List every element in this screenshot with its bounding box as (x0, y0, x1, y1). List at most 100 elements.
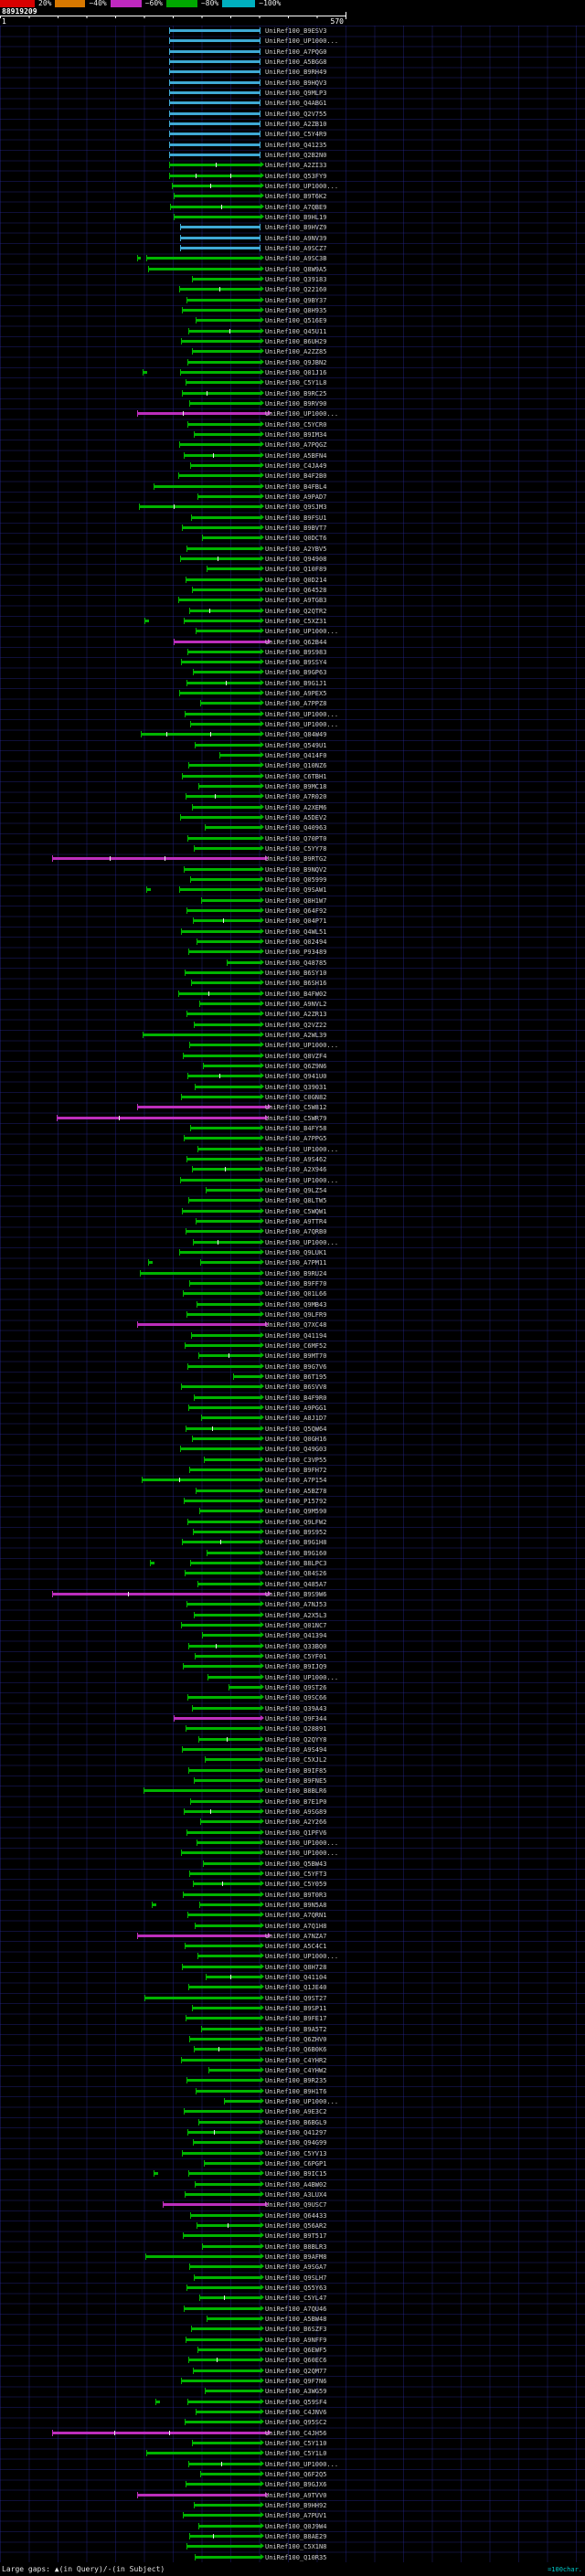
hit-bar[interactable] (183, 2234, 261, 2238)
hit-bar[interactable] (208, 2069, 261, 2072)
hit-bar[interactable] (183, 1054, 261, 1057)
hit-label[interactable]: UniRef100_Q0GH16 (265, 1435, 327, 1443)
hit-label[interactable]: UniRef100_Q04P71 (265, 917, 327, 926)
hit-label[interactable]: UniRef100_C5Y059 (265, 1881, 327, 1889)
hit-bar[interactable] (199, 1903, 261, 1906)
hit-bar[interactable] (174, 640, 268, 643)
hit-label[interactable]: UniRef100_C4JH56 (265, 2429, 327, 2437)
hit-label[interactable]: UniRef100_A7PM11 (265, 1259, 327, 1267)
hit-label[interactable]: UniRef100_A2ZI33 (265, 162, 327, 170)
hit-label[interactable]: UniRef100_B9N5A8 (265, 1901, 327, 1909)
hit-label[interactable]: UniRef100_B9BVT7 (265, 524, 327, 532)
hit-bar[interactable] (137, 1934, 268, 1937)
hit-label[interactable]: UniRef100_Q02494 (265, 938, 327, 947)
hit-bar[interactable] (191, 1333, 261, 1337)
hit-label[interactable]: UniRef100_B6UH29 (265, 337, 327, 345)
hit-label[interactable]: UniRef100_C5WQW1 (265, 1207, 327, 1215)
hit-label[interactable]: UniRef100_B9S952 (265, 1528, 327, 1536)
hit-label[interactable]: UniRef100_Q9SAW1 (265, 886, 327, 895)
hit-label[interactable]: UniRef100_Q0J9W4 (265, 2522, 327, 2530)
hit-bar[interactable] (205, 2390, 261, 2393)
hit-bar[interactable] (174, 215, 261, 218)
hit-label[interactable]: UniRef100_A2ZZ85 (265, 348, 327, 356)
hit-bar[interactable] (192, 350, 261, 354)
hit-label[interactable]: UniRef100_Q6B0K6 (265, 2046, 327, 2054)
hit-bar[interactable] (182, 1747, 261, 1751)
hit-label[interactable]: UniRef100_A9TVV0 (265, 2491, 327, 2499)
hit-label[interactable]: UniRef100_C5YV13 (265, 2149, 327, 2157)
hit-bar[interactable] (200, 1261, 261, 1265)
hit-label[interactable]: UniRef100_B7E1P0 (265, 1797, 327, 1806)
hit-bar[interactable] (185, 971, 261, 975)
hit-bar[interactable] (185, 2421, 261, 2424)
hit-label[interactable]: UniRef100_A9S494 (265, 1745, 327, 1754)
hit-bar[interactable] (198, 2120, 261, 2124)
hit-bar[interactable] (182, 1965, 261, 1968)
hit-label[interactable]: UniRef100_A7QBE9 (265, 203, 327, 211)
hit-bar[interactable] (190, 1799, 261, 1803)
hit-label[interactable]: UniRef100_B9SP11 (265, 2005, 327, 2013)
hit-bar[interactable] (192, 277, 261, 281)
hit-label[interactable]: UniRef100_Q41235 (265, 141, 327, 149)
hit-label[interactable]: UniRef100_A7QRN1 (265, 1912, 327, 1920)
hit-bar[interactable] (190, 1127, 261, 1130)
hit-label[interactable]: UniRef100_B9T6K2 (265, 193, 327, 201)
hit-bar[interactable] (185, 2193, 261, 2197)
hit-bar[interactable] (207, 567, 261, 571)
hit-label[interactable]: UniRef100_Q8W9A5 (265, 265, 327, 273)
hit-label[interactable]: UniRef100_C5YCR0 (265, 420, 327, 429)
hit-label[interactable]: UniRef100_Q28891 (265, 1725, 327, 1733)
hit-label[interactable]: UniRef100_Q7XC48 (265, 1321, 327, 1330)
hit-bar[interactable] (203, 1861, 261, 1865)
hit-bar[interactable] (195, 743, 261, 747)
hit-bar[interactable] (187, 1075, 261, 1078)
hit-label[interactable]: UniRef100_Q9MB43 (265, 1300, 327, 1309)
hit-bar[interactable] (163, 2203, 265, 2207)
hit-label[interactable]: UniRef100_B9G1J1 (265, 679, 327, 687)
hit-bar[interactable] (143, 370, 147, 374)
hit-label[interactable]: UniRef100_C5X1N8 (265, 2543, 327, 2551)
hit-label[interactable]: UniRef100_B9HVZ9 (265, 224, 327, 232)
hit-label[interactable]: UniRef100_B4FW02 (265, 990, 327, 998)
hit-label[interactable]: UniRef100_B9GJX6 (265, 2481, 327, 2489)
hit-bar[interactable] (200, 2473, 261, 2476)
hit-bar[interactable] (233, 1374, 261, 1378)
hit-bar[interactable] (187, 360, 261, 364)
hit-label[interactable]: UniRef100_B6SZF3 (265, 2326, 327, 2334)
hit-label[interactable]: UniRef100_Q6Z9N6 (265, 1063, 327, 1071)
hit-bar[interactable] (196, 2411, 261, 2414)
hit-bar[interactable] (186, 1426, 261, 1430)
hit-label[interactable]: UniRef100_B6BGL9 (265, 2118, 327, 2126)
hit-bar[interactable] (183, 2514, 261, 2518)
hit-bar[interactable] (186, 298, 261, 302)
hit-label[interactable]: UniRef100_A7PPZ8 (265, 700, 327, 708)
hit-label[interactable]: UniRef100_B9S9W6 (265, 1590, 327, 1598)
hit-bar[interactable] (139, 505, 261, 509)
hit-label[interactable]: UniRef100_Q1PFV6 (265, 1829, 327, 1837)
hit-bar[interactable] (205, 1758, 261, 1762)
hit-bar[interactable] (178, 599, 261, 602)
hit-bar[interactable] (169, 122, 261, 125)
hit-bar[interactable] (207, 2317, 261, 2321)
hit-bar[interactable] (137, 412, 268, 416)
hit-label[interactable]: UniRef100_A9PAD7 (265, 493, 327, 501)
hit-bar[interactable] (150, 1561, 154, 1564)
hit-bar[interactable] (181, 1623, 261, 1627)
hit-label[interactable]: UniRef100_UP1000... (265, 410, 339, 419)
hit-bar[interactable] (193, 1530, 261, 1533)
hit-label[interactable]: UniRef100_Q70PT0 (265, 834, 327, 843)
hit-label[interactable]: UniRef100_Q9SLH7 (265, 2274, 327, 2282)
hit-bar[interactable] (188, 1986, 261, 1989)
hit-label[interactable]: UniRef100_C5YL47 (265, 2295, 327, 2303)
hit-label[interactable]: UniRef100_B4F2B0 (265, 472, 327, 481)
hit-bar[interactable] (191, 981, 261, 985)
hit-bar[interactable] (190, 1561, 261, 1564)
hit-bar[interactable] (198, 1737, 261, 1741)
hit-bar[interactable] (194, 2275, 261, 2279)
hit-label[interactable]: UniRef100_C4JNV6 (265, 2409, 327, 2417)
hit-bar[interactable] (193, 1882, 261, 1886)
hit-label[interactable]: UniRef100_B9IM34 (265, 430, 327, 439)
hit-label[interactable]: UniRef100_B8AE29 (265, 2533, 327, 2540)
hit-label[interactable]: UniRef100_A9S462 (265, 1156, 327, 1164)
hit-bar[interactable] (192, 805, 261, 809)
